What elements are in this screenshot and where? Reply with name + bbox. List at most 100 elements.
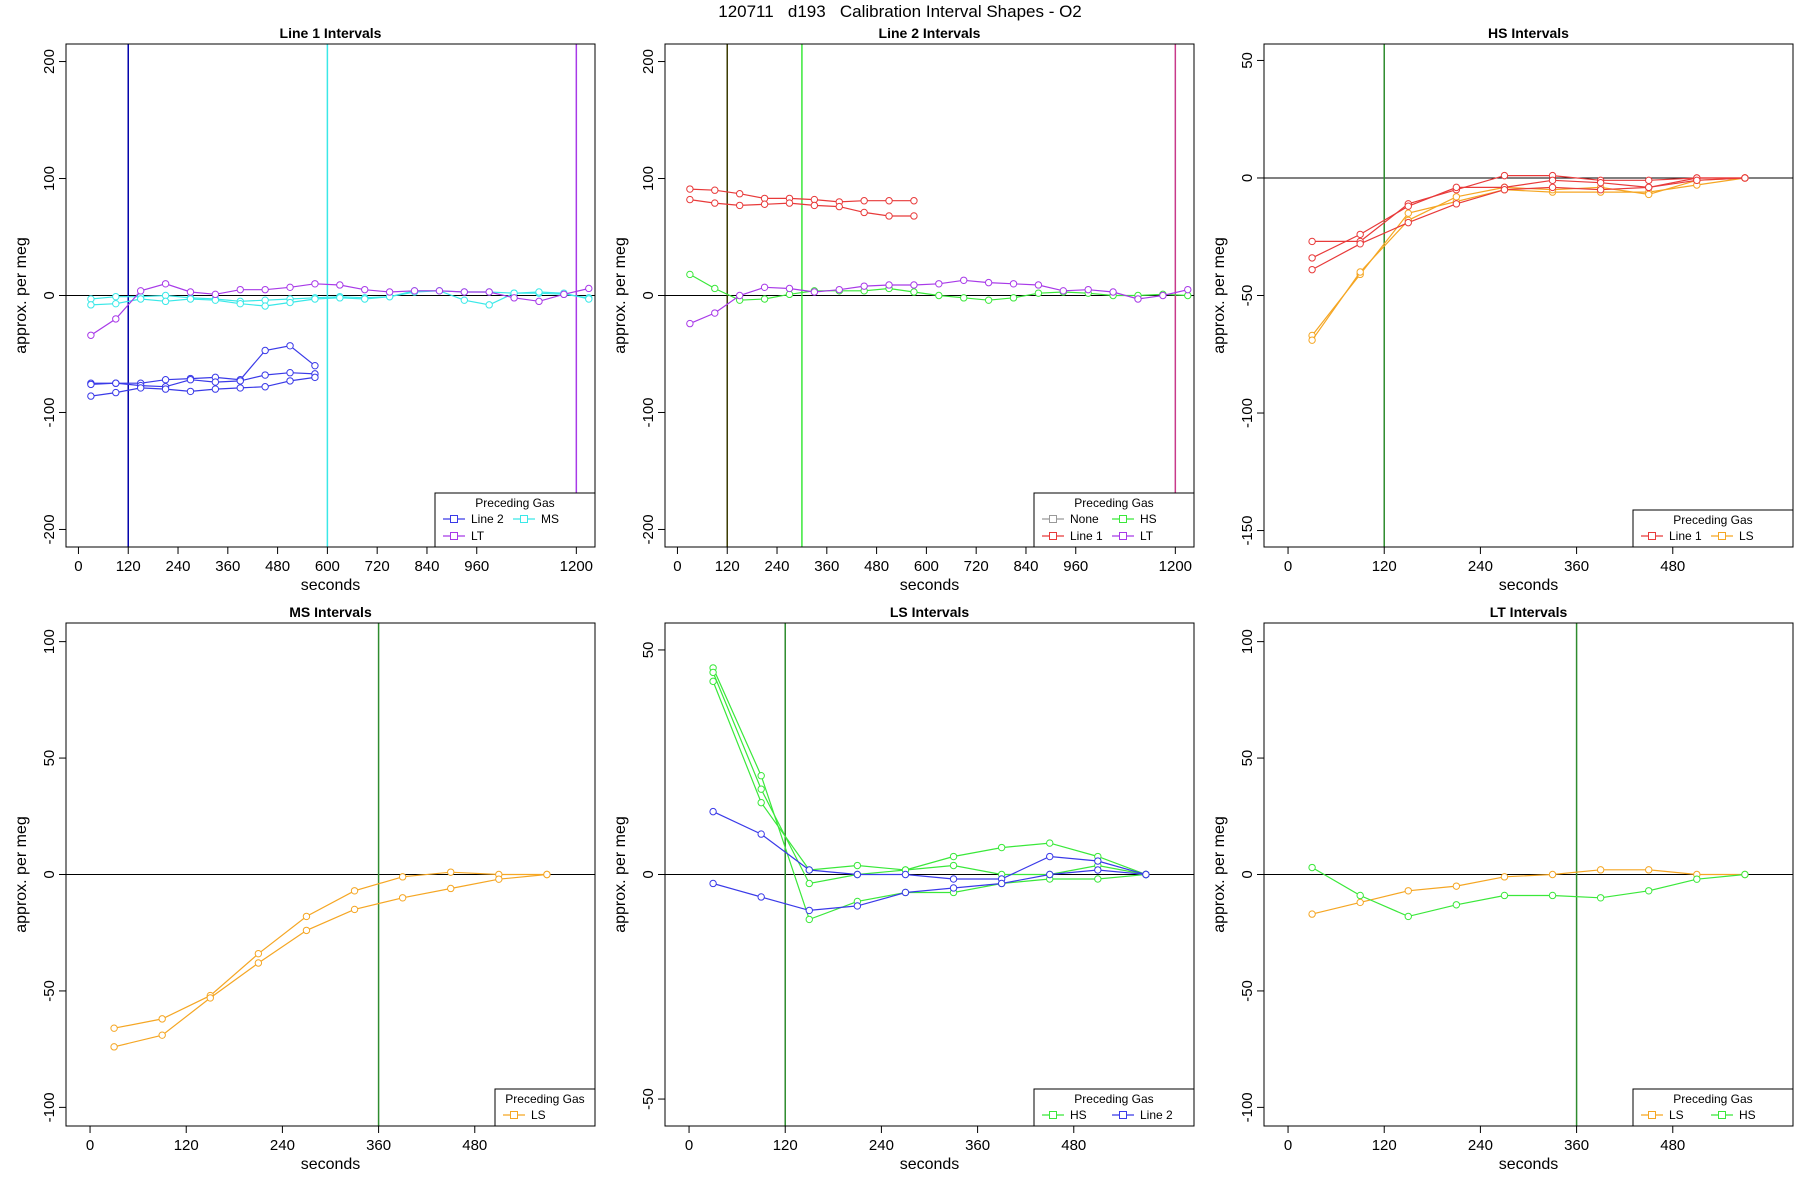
data-point [361,285,369,294]
legend-label-ls: LS [1669,1108,1684,1122]
data-point [760,283,769,292]
legend-swatch-marker [450,532,458,540]
y-tick-label: -100 [1239,1092,1256,1122]
panel-title: HS Intervals [1488,25,1569,41]
chart-panel-line-1-intervals: Line 1 Intervals 0 120 240 360 480 600 720 840 96… [13,25,596,594]
series-line-ls [113,873,547,1048]
series-line-ls [113,871,547,1029]
data-point [1356,240,1364,248]
series-group [1308,171,1749,344]
data-point [535,288,543,296]
x-tick-label: 360 [965,1137,990,1154]
data-point [1452,882,1461,890]
data-point [585,295,593,303]
data-point [860,208,868,217]
figure-title: 120711 d193 Calibration Interval Shapes … [718,2,1082,21]
y-tick-label: -100 [41,1092,58,1122]
data-point [760,295,769,303]
data-point [1645,866,1653,874]
data-point [398,873,407,881]
data-point [336,294,344,302]
x-tick-label: 120 [1372,1137,1397,1154]
data-point [1356,230,1364,239]
x-tick-label: 840 [1013,558,1038,575]
x-tick-label: 240 [270,1137,295,1154]
data-point [885,212,893,220]
legend-label-ls: LS [531,1108,546,1122]
data-point [835,285,843,294]
legend-label-lt: LT [1140,529,1154,543]
data-point [110,1024,118,1032]
y-tick-label: 50 [1239,52,1256,69]
y-tick-label: 0 [41,291,58,299]
x-axis-label: seconds [301,577,361,594]
legend-box [1033,1088,1195,1127]
x-tick-label: 0 [673,558,681,575]
data-point [261,346,269,355]
data-point [211,385,220,393]
y-tick-label: 100 [41,629,58,654]
data-point [1452,183,1461,192]
data-point [960,294,968,302]
data-point [735,201,744,210]
data-point [984,296,993,304]
data-point [785,199,794,207]
y-axis-label: approx. per meg [612,816,629,933]
legend: Preceding Gas LS [494,1088,596,1127]
legend-label-line-1: Line 1 [1669,529,1702,543]
data-point [410,287,419,295]
data-point [112,299,120,308]
legend-label-hs: HS [1140,512,1157,526]
legend-label-line-2: Line 2 [1140,1108,1173,1122]
chart-panel-line-2-intervals: Line 2 Intervals 0 120 240 360 480 600 720 840 96… [612,25,1195,594]
data-point [1404,912,1412,921]
x-tick-label: 480 [265,558,290,575]
data-point [1046,839,1054,847]
x-tick-label: 120 [116,558,141,575]
data-point [997,879,1006,888]
series-line-line-1 [1311,177,1745,271]
legend-swatch-marker [1119,1111,1127,1119]
y-tick-label: 0 [41,870,58,878]
legend-title: Preceding Gas [1074,1092,1153,1106]
data-point [1159,291,1167,300]
data-point [757,893,765,901]
data-point [112,315,120,323]
x-tick-label: 0 [86,1137,94,1154]
data-point [853,902,862,910]
data-point [87,380,95,389]
data-point [901,870,910,879]
data-point [435,287,444,295]
x-tick-label: 240 [1468,558,1493,575]
data-point [136,295,145,303]
data-point [757,830,765,838]
data-point [186,288,195,296]
data-point [186,295,195,303]
x-axis-label: seconds [301,1156,361,1173]
data-point [1084,285,1092,294]
data-point [1404,209,1412,217]
legend-title: Preceding Gas [1673,1092,1752,1106]
legend-title: Preceding Gas [1074,496,1153,510]
data-point [186,376,195,384]
data-point [885,281,893,289]
data-point [161,385,170,393]
data-point [186,387,195,396]
y-tick-label: 0 [1239,174,1256,182]
data-point [254,959,263,967]
data-point [161,280,170,288]
data-point [935,280,943,288]
chart-panel-hs-intervals: HS Intervals 0 120 240 360 480 seconds -150 -100… [1211,25,1794,594]
y-tick-label: 0 [640,870,657,878]
data-point [709,879,717,888]
data-point [1059,287,1068,295]
data-point [1308,265,1316,274]
legend-box [1632,1088,1794,1127]
y-tick-label: 0 [1239,870,1256,878]
data-point [709,677,717,686]
y-axis-label: approx. per meg [612,237,629,354]
x-tick-label: 240 [765,558,790,575]
legend-label-ms: MS [541,512,559,526]
data-point [1046,852,1054,861]
